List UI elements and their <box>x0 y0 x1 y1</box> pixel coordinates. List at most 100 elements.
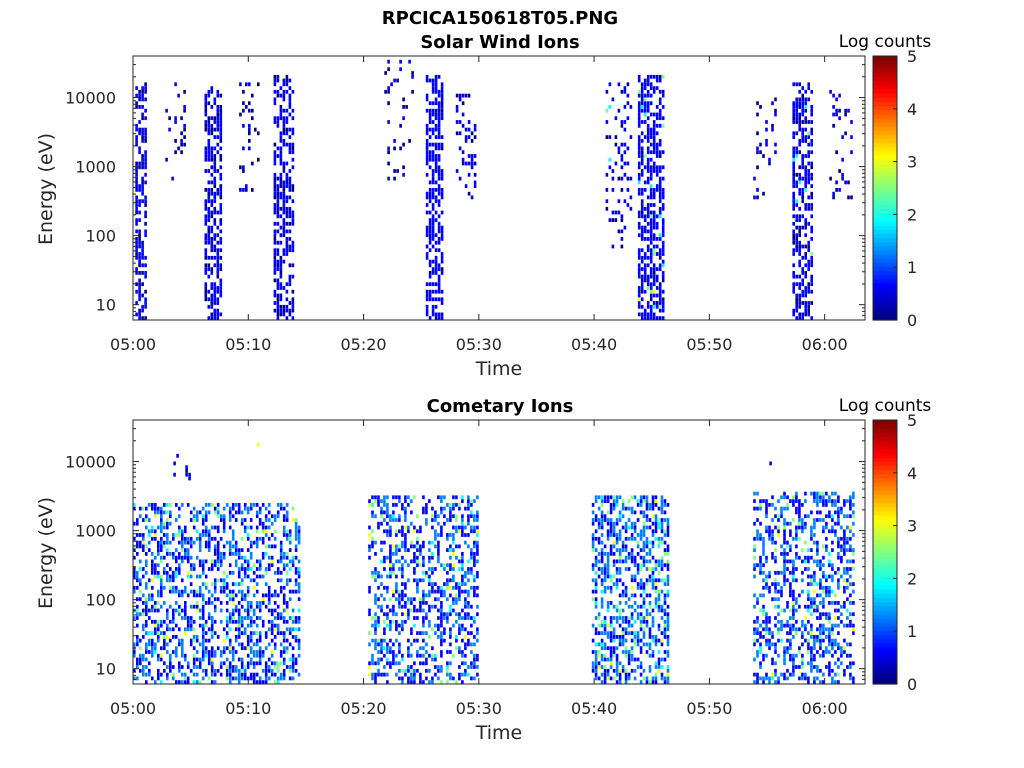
count-cell <box>666 638 670 643</box>
count-cell <box>639 529 643 534</box>
count-cell <box>270 521 274 526</box>
count-cell <box>617 199 621 204</box>
count-cell <box>753 491 756 496</box>
count-cell <box>297 589 301 594</box>
count-cell <box>204 518 208 522</box>
count-cell <box>600 521 604 526</box>
count-cell <box>386 495 389 500</box>
count-cell <box>151 653 154 658</box>
count-cell <box>428 559 431 564</box>
count-cell <box>174 82 177 87</box>
count-cell <box>786 559 789 564</box>
count-cell <box>649 101 653 106</box>
count-cell <box>771 555 774 560</box>
count-cell <box>629 176 633 181</box>
count-cell <box>658 139 662 143</box>
count-cell <box>231 503 235 507</box>
count-cell <box>639 582 643 586</box>
count-cell <box>386 604 389 609</box>
count-cell <box>154 601 157 605</box>
count-cell <box>640 233 644 238</box>
count-cell <box>774 514 777 519</box>
count-cell <box>396 78 399 83</box>
count-cell <box>792 567 795 571</box>
count-cell <box>416 650 419 654</box>
count-cell <box>282 188 286 192</box>
count-cell <box>777 533 780 537</box>
count-cell <box>160 536 163 541</box>
count-cell <box>219 267 223 271</box>
count-cell <box>838 116 841 121</box>
count-cell <box>434 604 437 609</box>
count-cell <box>174 116 177 121</box>
count-cell <box>279 555 283 560</box>
count-cell <box>440 623 443 628</box>
count-cell <box>434 597 437 602</box>
count-cell <box>213 116 217 121</box>
count-cell <box>285 206 289 211</box>
count-cell <box>606 601 610 605</box>
count-cell <box>476 514 479 519</box>
count-cell <box>615 665 619 669</box>
count-cell <box>652 214 656 219</box>
count-cell <box>649 229 653 234</box>
count-cell <box>637 108 641 113</box>
count-cell <box>219 552 223 556</box>
count-cell <box>753 631 756 635</box>
count-cell <box>792 248 795 253</box>
count-cell <box>645 503 649 507</box>
count-cell <box>660 529 664 534</box>
count-cell <box>648 548 652 552</box>
count-cell <box>273 203 277 207</box>
count-cell <box>795 619 798 624</box>
count-cell <box>804 244 807 249</box>
count-cell <box>768 616 771 620</box>
count-cell <box>285 510 289 515</box>
count-cell <box>437 199 441 204</box>
count-cell <box>144 289 147 294</box>
count-cell <box>470 631 473 635</box>
count-cell <box>425 593 428 598</box>
count-cell <box>620 157 624 162</box>
count-cell <box>141 112 144 117</box>
count-cell <box>425 225 429 230</box>
count-cell <box>148 616 151 620</box>
count-cell <box>476 495 479 500</box>
count-cell <box>276 93 280 98</box>
count-cell <box>798 510 801 515</box>
count-cell <box>151 503 154 507</box>
count-cell <box>282 131 286 136</box>
count-cell <box>652 278 656 283</box>
count-cell <box>404 540 407 545</box>
count-cell <box>850 150 853 155</box>
count-cell <box>446 672 449 677</box>
count-cell <box>279 146 283 151</box>
count-cell <box>624 544 628 549</box>
count-cell <box>437 240 441 245</box>
count-cell <box>623 86 627 90</box>
count-cell <box>440 188 444 192</box>
count-cell <box>145 619 148 624</box>
count-cell <box>267 563 271 568</box>
count-cell <box>249 525 253 530</box>
count-cell <box>374 570 377 575</box>
count-cell <box>428 199 432 204</box>
count-cell <box>756 563 759 568</box>
count-cell <box>458 631 461 635</box>
count-cell <box>213 631 217 635</box>
count-cell <box>166 623 169 628</box>
count-cell <box>434 97 438 102</box>
count-cell <box>620 165 624 170</box>
count-cell <box>765 612 768 617</box>
count-cell <box>798 627 801 632</box>
count-cell <box>606 529 610 534</box>
count-cell <box>207 214 211 219</box>
count-cell <box>148 661 151 666</box>
count-cell <box>422 601 425 605</box>
colorbar-tick-label: 0 <box>907 311 917 330</box>
count-cell <box>207 120 211 124</box>
count-cell <box>440 668 443 673</box>
count-cell <box>210 271 214 275</box>
count-cell <box>192 567 196 571</box>
count-cell <box>597 536 601 541</box>
